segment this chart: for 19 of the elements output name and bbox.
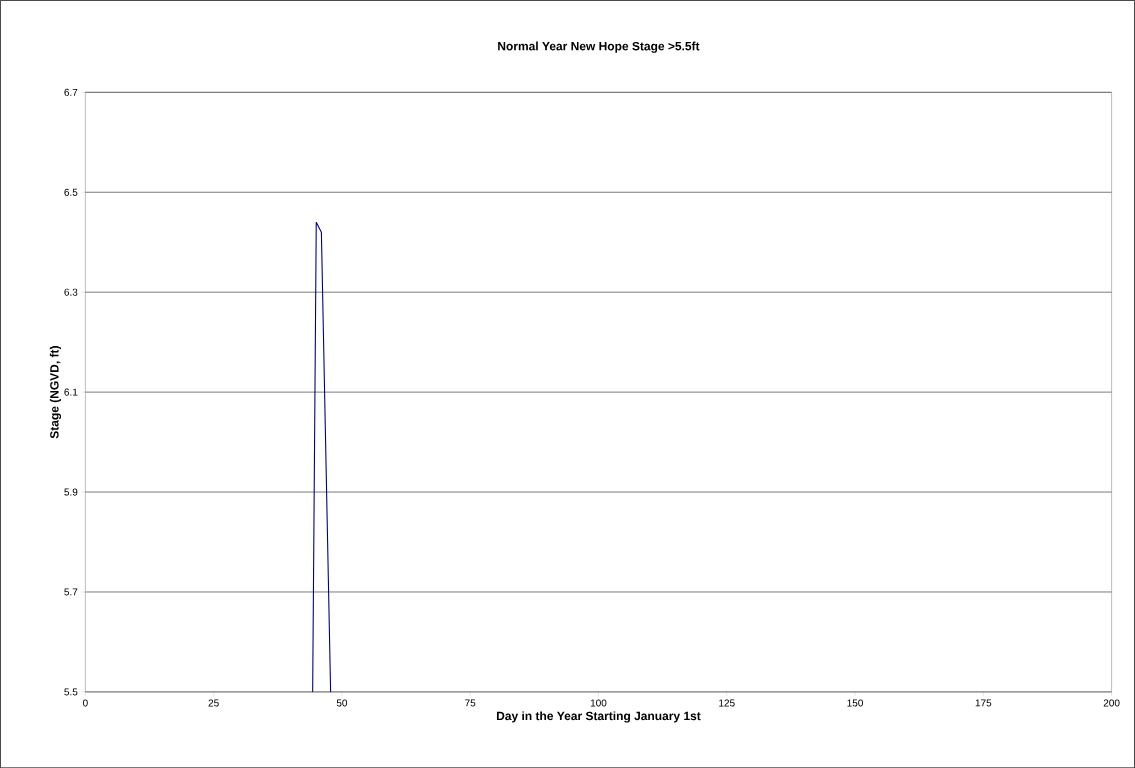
x-tick-label: 175 xyxy=(975,699,992,707)
y-tick-label: 6.5 xyxy=(64,188,78,196)
chart-title: Normal Year New Hope Stage >5.5ft xyxy=(498,41,700,53)
y-tick-label: 6.3 xyxy=(64,288,78,296)
x-tick-label: 0 xyxy=(82,699,88,707)
x-tick-label: 100 xyxy=(590,699,607,707)
x-tick-label: 150 xyxy=(847,699,863,707)
x-tick-label: 200 xyxy=(1103,699,1120,707)
x-tick-label: 75 xyxy=(465,699,476,707)
y-tick-label: 6.7 xyxy=(64,88,78,96)
y-tick-label: 5.5 xyxy=(64,688,78,696)
y-axis-title: Stage (NGVD, ft) xyxy=(49,345,62,439)
x-tick-label: 50 xyxy=(336,699,348,707)
y-tick-label: 5.9 xyxy=(64,488,78,496)
y-tick-label: 5.7 xyxy=(64,588,78,596)
x-axis-title: Day in the Year Starting January 1st xyxy=(496,711,701,723)
x-tick-label: 25 xyxy=(208,699,219,707)
y-tick-label: 6.1 xyxy=(64,388,78,396)
x-tick-label: 125 xyxy=(719,699,735,707)
